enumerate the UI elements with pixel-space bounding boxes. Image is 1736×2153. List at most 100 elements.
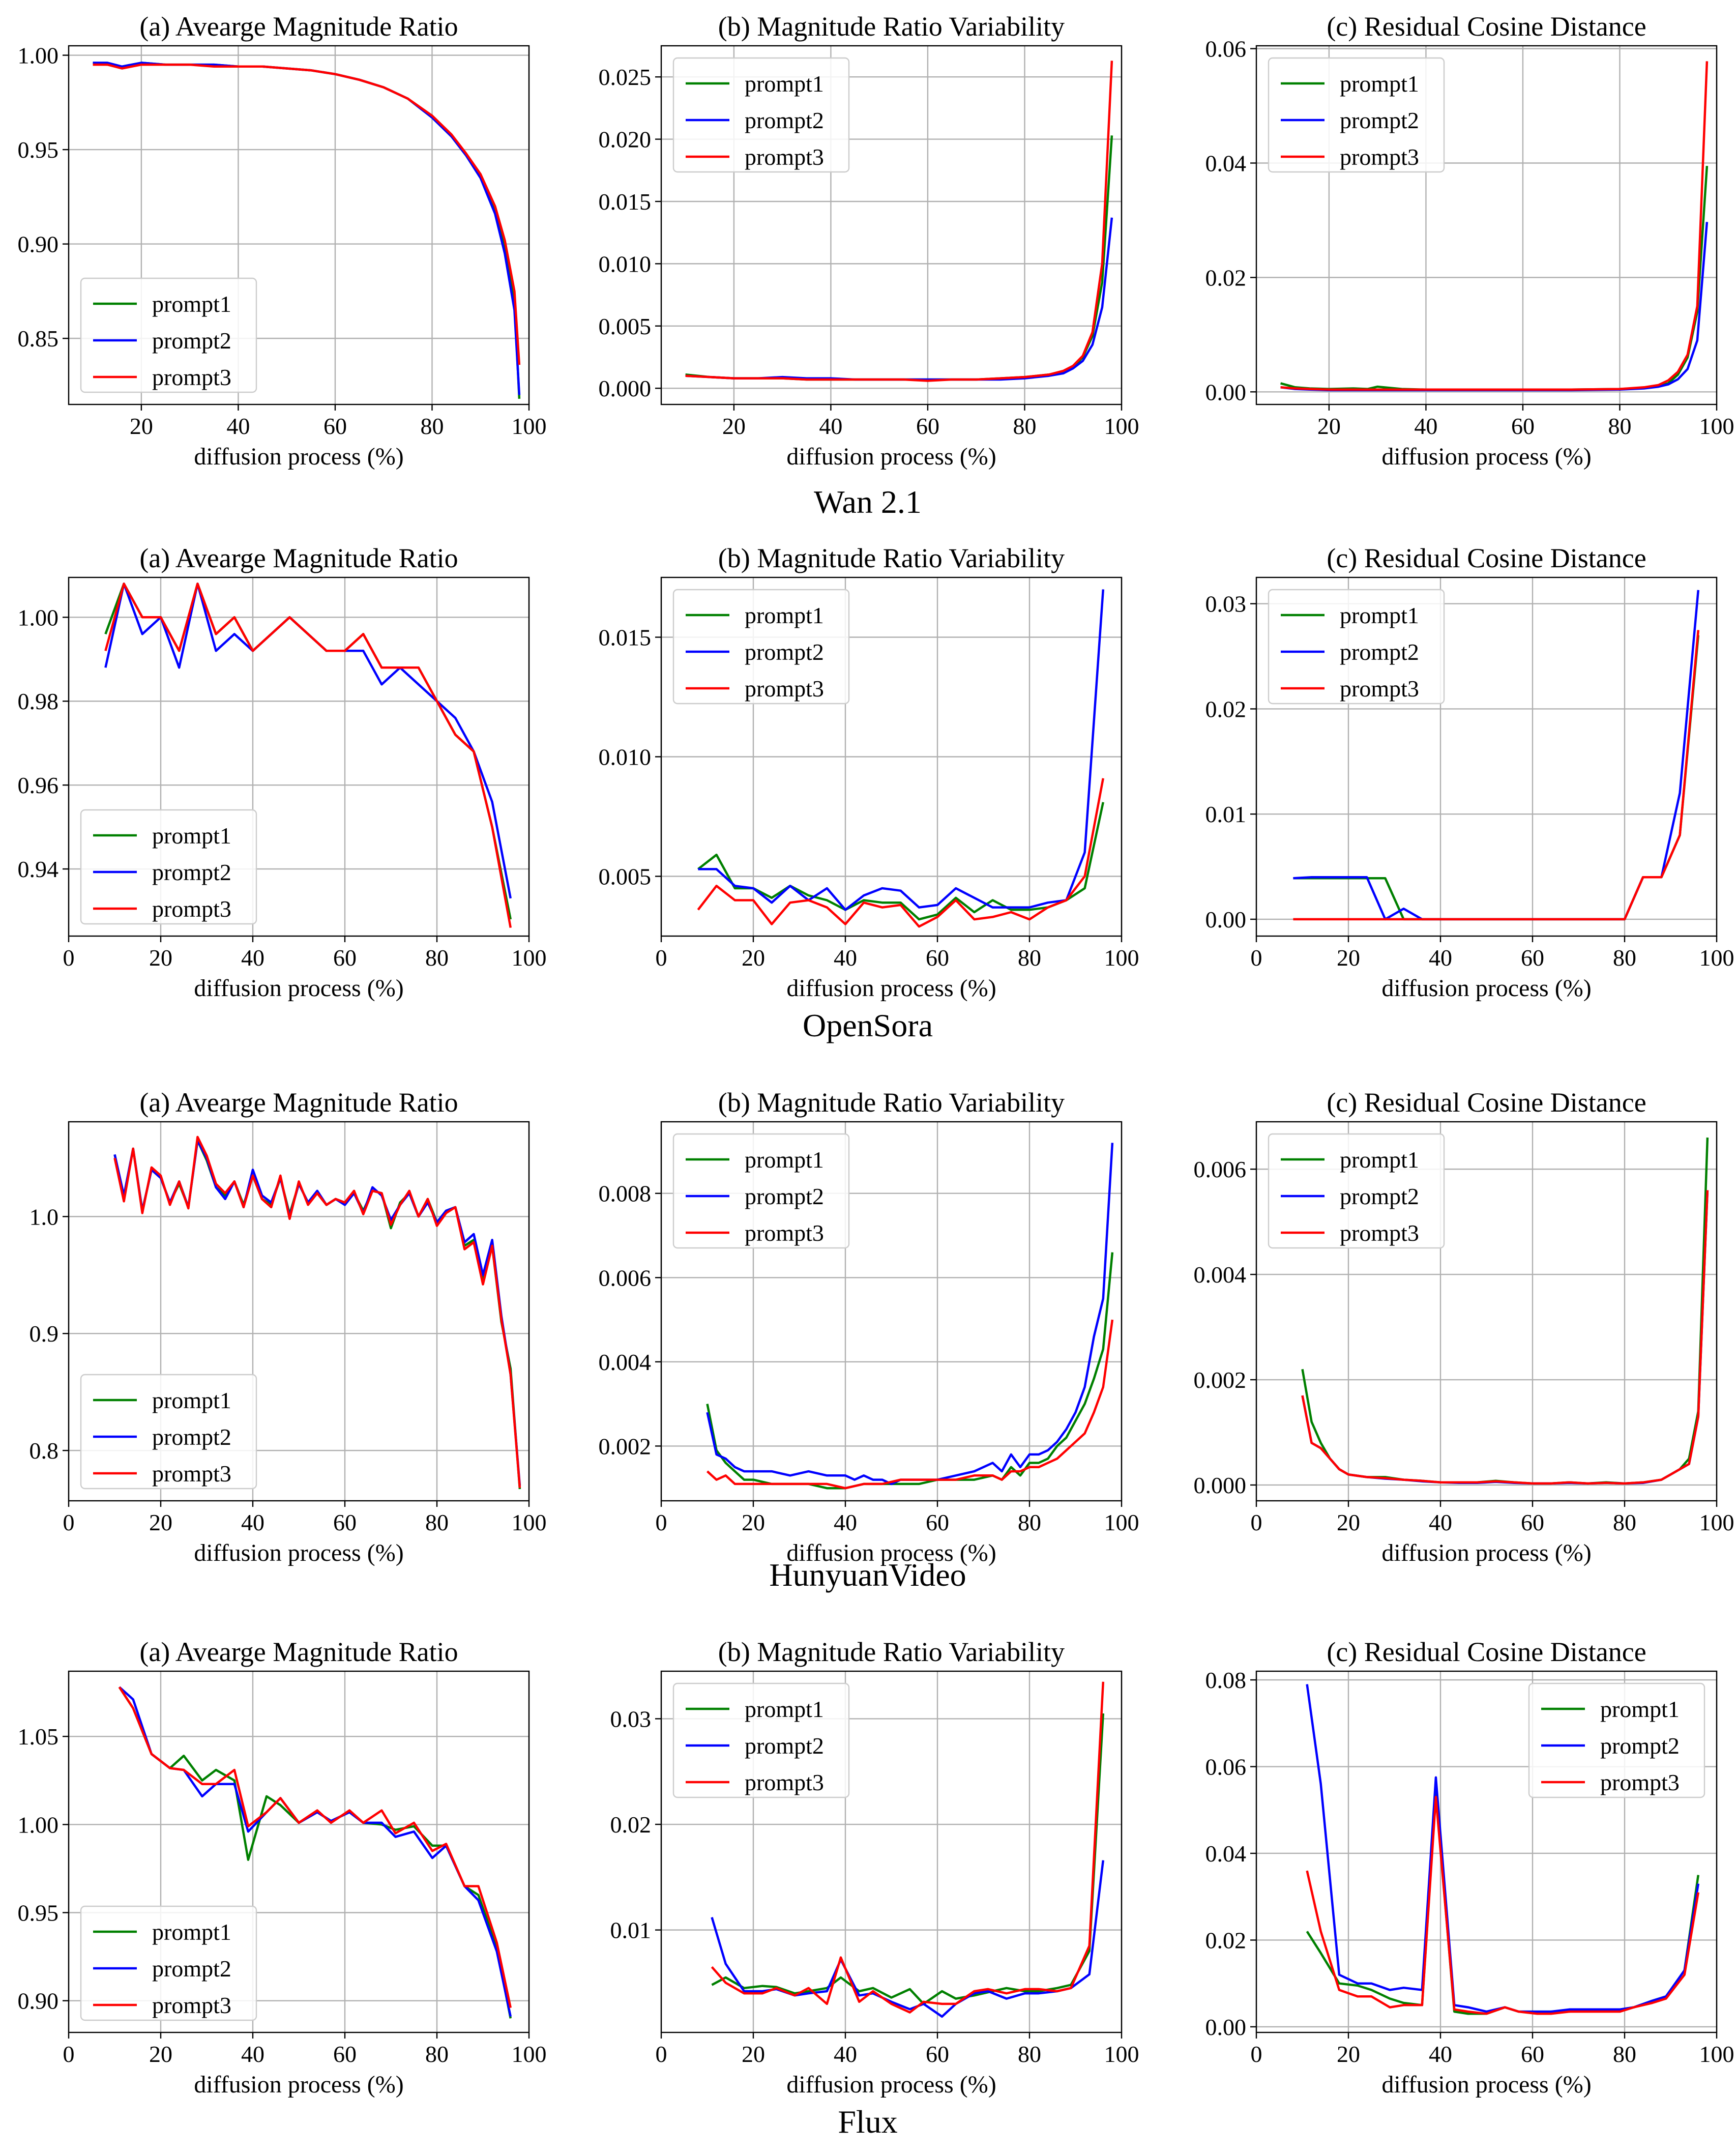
y-tick-label: 0.04: [1205, 151, 1247, 177]
chart-title: (b) Magnitude Ratio Variability: [718, 543, 1065, 573]
x-tick-label: 20: [149, 2041, 172, 2067]
x-axis-label: diffusion process (%): [1381, 443, 1591, 470]
chart-title: (b) Magnitude Ratio Variability: [718, 1087, 1065, 1118]
x-tick-label: 20: [742, 945, 765, 971]
x-tick-label: 40: [834, 1509, 857, 1535]
legend-label-prompt2: prompt2: [152, 1424, 231, 1450]
legend: prompt1 prompt2 prompt3: [80, 277, 257, 393]
chart-panel-hunyuan-c: 0 20 40 60 80 100 0.000 0.002 0.004 0.006 (c) Resi…: [1194, 1087, 1734, 1566]
y-tick-label: 0.004: [1194, 1262, 1247, 1288]
chart-panel-wan-a: 20 40 60 80 100 0.85 0.90 0.95 1.00 (a) Avearge M…: [18, 11, 547, 470]
legend-label-prompt2: prompt2: [1340, 107, 1419, 133]
legend-label-prompt3: prompt3: [745, 144, 824, 170]
chart-title: (a) Avearge Magnitude Ratio: [139, 1637, 458, 1667]
x-tick-label: 40: [1429, 945, 1452, 971]
y-tick-label: 0.03: [610, 1706, 652, 1732]
x-tick-label: 0: [1251, 1509, 1262, 1535]
chart-panel-flux-b: 0 20 40 60 80 100 0.01 0.02 0.03 (b) Magnitude Ra…: [610, 1637, 1139, 2098]
x-axis-label: diffusion process (%): [1381, 2071, 1591, 2098]
x-tick-label: 40: [241, 945, 264, 971]
legend: prompt1 prompt2 prompt3: [80, 809, 257, 925]
x-tick-label: 20: [130, 413, 153, 439]
x-tick-label: 80: [1018, 1509, 1041, 1535]
y-tick-label: 0.000: [599, 375, 652, 401]
legend-label-prompt1: prompt1: [745, 602, 824, 628]
legend-label-prompt2: prompt2: [1600, 1733, 1680, 1759]
y-tick-label: 0.94: [18, 856, 59, 882]
y-tick-label: 0.06: [1205, 36, 1247, 62]
y-tick-label: 0.006: [1194, 1156, 1247, 1182]
series-line-prompt3: [93, 63, 521, 365]
plot-frame: [660, 1121, 1123, 1502]
y-tick-label: 0.08: [1205, 1667, 1247, 1693]
y-tick-label: 0.95: [18, 137, 59, 163]
chart-panel-flux-c: 0 20 40 60 80 100 0.00 0.02 0.04 0.06 0.08 (c) Resi…: [1205, 1637, 1734, 2098]
legend: prompt1 prompt2 prompt3: [80, 1374, 257, 1490]
y-tick-label: 1.00: [18, 1812, 59, 1838]
x-tick-label: 100: [1104, 945, 1139, 971]
y-tick-label: 0.000: [1194, 1472, 1247, 1498]
plot-frame: [1255, 1670, 1718, 2033]
legend-box: [1528, 1682, 1705, 1798]
y-tick-label: 0.00: [1205, 2014, 1247, 2040]
y-tick-label: 0.90: [18, 1988, 59, 2014]
y-tick-label: 0.015: [599, 625, 652, 651]
y-tick-label: 1.0: [30, 1204, 59, 1230]
chart-panel-flux-a: 0 20 40 60 80 100 0.90 0.95 1.00 1.05 (a) Avearge …: [18, 1637, 547, 2098]
series-line-prompt3: [685, 61, 1113, 382]
x-tick-label: 20: [742, 1509, 765, 1535]
x-tick-label: 60: [323, 413, 347, 439]
y-tick-label: 0.008: [599, 1181, 652, 1207]
plot-frame: [660, 1670, 1123, 2033]
x-tick-label: 40: [241, 2041, 264, 2067]
legend-box: [80, 809, 257, 925]
legend-box: [80, 1905, 257, 2021]
y-tick-label: 0.02: [1205, 1927, 1247, 1953]
x-tick-label: 60: [1511, 413, 1535, 439]
chart-panel-opensora-a: 0 20 40 60 80 100 0.94 0.96 0.98 1.00 (a) Avearge …: [18, 543, 547, 1002]
legend-box: [1268, 1133, 1445, 1249]
legend-label-prompt1: prompt1: [745, 71, 824, 97]
legend-label-prompt2: prompt2: [1340, 1183, 1419, 1209]
plot-frame: [68, 45, 530, 405]
x-axis-label: diffusion process (%): [194, 443, 403, 470]
x-tick-label: 100: [1699, 2041, 1734, 2067]
x-tick-label: 20: [149, 945, 172, 971]
x-tick-label: 20: [149, 1509, 172, 1535]
legend-label-prompt3: prompt3: [745, 1769, 824, 1795]
x-tick-label: 20: [722, 413, 746, 439]
x-axis-label: diffusion process (%): [1381, 1539, 1591, 1566]
legend-label-prompt2: prompt2: [745, 107, 824, 133]
row-caption-hunyuanvideo: HunyuanVideo: [769, 1557, 966, 1593]
chart-title: (a) Avearge Magnitude Ratio: [139, 1087, 458, 1118]
chart-panel-wan-b: 20 40 60 80 100 0.000 0.005 0.010 0.015 0.020 0.02…: [599, 11, 1139, 470]
y-tick-label: 0.98: [18, 688, 59, 714]
row-caption-wan: Wan 2.1: [814, 484, 922, 520]
y-tick-label: 0.95: [18, 1900, 59, 1926]
row-caption-opensora: OpenSora: [803, 1007, 933, 1043]
x-tick-label: 20: [742, 2041, 765, 2067]
y-tick-label: 0.010: [599, 251, 652, 277]
legend-label-prompt3: prompt3: [152, 1461, 231, 1487]
y-tick-label: 0.03: [1205, 591, 1247, 617]
legend-label-prompt1: prompt1: [152, 1387, 231, 1413]
plot-frame: [1255, 45, 1718, 405]
legend-box: [672, 1133, 850, 1249]
x-axis-label: diffusion process (%): [786, 443, 996, 470]
chart-panel-opensora-c: 0 20 40 60 80 100 0.00 0.01 0.02 0.03 (c) Residual…: [1205, 543, 1734, 1002]
y-tick-label: 0.04: [1205, 1841, 1247, 1867]
x-tick-label: 100: [512, 413, 547, 439]
plot-frame: [660, 45, 1123, 405]
legend-box: [80, 1374, 257, 1490]
series-line-prompt3: [1280, 61, 1709, 391]
chart-title: (a) Avearge Magnitude Ratio: [139, 11, 458, 42]
plot-frame: [1255, 1121, 1718, 1502]
legend-label-prompt3: prompt3: [152, 1992, 231, 2018]
x-tick-label: 100: [1104, 413, 1139, 439]
chart-title: (c) Residual Cosine Distance: [1327, 11, 1646, 42]
x-axis-label: diffusion process (%): [194, 975, 403, 1002]
x-tick-label: 80: [1018, 945, 1041, 971]
legend-label-prompt3: prompt3: [152, 364, 231, 390]
x-tick-label: 0: [656, 945, 667, 971]
chart-title: (b) Magnitude Ratio Variability: [718, 1637, 1065, 1667]
